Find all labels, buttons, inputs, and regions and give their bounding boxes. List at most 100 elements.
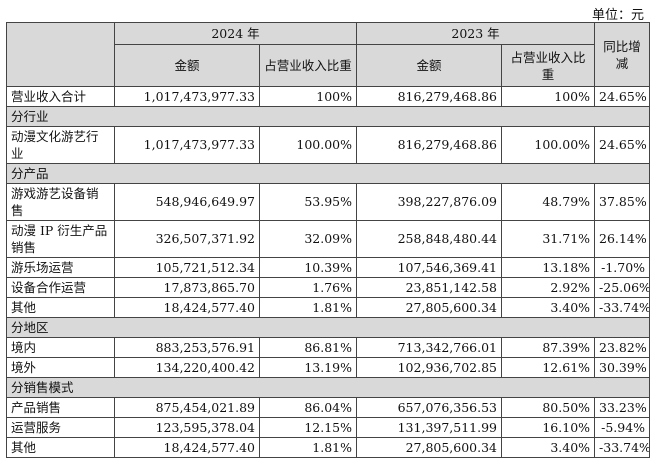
row-label: 游乐场运营 [6,257,115,278]
ratio-2023: 80.50% [501,397,596,418]
row-label: 设备合作运营 [6,277,115,298]
ratio-2023: 100% [501,86,596,107]
amount-2023: 102,936,702.85 [356,357,503,378]
table-row-total: 营业收入合计 1,017,473,977.33 100% 816,279,468… [6,86,651,107]
row-label: 境内 [6,337,115,358]
section-title: 分行业 [5,106,651,127]
table-row: 设备合作运营 17,873,865.70 1.76% 23,851,142.58 2.9… [6,277,651,298]
table-row: 境外 134,220,400.42 13.19% 102,936,702.85 12.6… [6,357,651,378]
amount-2023: 258,848,480.44 [356,220,503,258]
table-header-years: 2024 年 2023 年 同比增减 [6,22,651,87]
ratio-2023: 2.92% [501,277,596,298]
amount-2023: 27,805,600.34 [356,297,503,318]
ratio-2024: 1.81% [258,437,358,458]
ratio-2023: 3.40% [501,437,596,458]
ratio-2023: 12.61% [501,357,596,378]
ratio-2023: 100.00% [501,126,596,164]
yoy-change: 33.23% [594,397,651,418]
section-title: 分地区 [5,317,651,338]
amount-2023: 816,279,468.86 [356,86,503,107]
amount-2024: 18,424,577.40 [114,297,260,318]
header-ratio-2024: 占营业收入比重 [258,44,358,87]
section-title: 分产品 [5,163,651,184]
row-label: 境外 [6,357,115,378]
table-row: 其他 18,424,577.40 1.81% 27,805,600.34 3.40% -3… [6,437,651,458]
table-row: 产品销售 875,454,021.89 86.04% 657,076,356.53 80… [6,397,651,418]
ratio-2023: 3.40% [501,297,596,318]
section-header-sales-mode: 分销售模式 [5,377,651,398]
yoy-change: 30.39% [594,357,651,378]
section-header-industry: 分行业 [5,106,651,127]
row-label: 其他 [6,297,115,318]
ratio-2023: 13.18% [501,257,596,278]
amount-2024: 875,454,021.89 [114,397,260,418]
ratio-2023: 87.39% [501,337,596,358]
ratio-2023: 31.71% [501,220,596,258]
amount-2024: 105,721,512.34 [114,257,260,278]
header-year-2023: 2023 年 [356,22,596,45]
table-row: 动漫 IP 衍生产品销售 326,507,371.92 32.09% 258,848,… [6,220,651,258]
row-label: 动漫文化游艺行业 [6,126,115,164]
section-title: 分销售模式 [5,377,651,398]
ratio-2024: 10.39% [258,257,358,278]
amount-2023: 398,227,876.09 [356,183,503,221]
ratio-2024: 12.15% [258,417,358,438]
yoy-change: 23.82% [594,337,651,358]
table-row: 动漫文化游艺行业 1,017,473,977.33 100.00% 816,279,4… [6,126,651,164]
table-header-columns: 金额 占营业收入比重 金额 占营业收入比重 [7,44,650,87]
amount-2024: 123,595,378.04 [114,417,260,438]
ratio-2024: 100.00% [258,126,358,164]
ratio-2024: 53.95% [258,183,358,221]
table-row: 运营服务 123,595,378.04 12.15% 131,397,511.99 16… [6,417,651,438]
amount-2023: 23,851,142.58 [356,277,503,298]
yoy-change: -33.74% [594,297,651,318]
header-blank-cell [6,22,115,87]
amount-2023: 816,279,468.86 [356,126,503,164]
ratio-2023: 16.10% [501,417,596,438]
amount-2023: 131,397,511.99 [356,417,503,438]
row-label: 营业收入合计 [6,86,115,107]
yoy-change: -1.70% [594,257,651,278]
amount-2023: 713,342,766.01 [356,337,503,358]
amount-2024: 326,507,371.92 [114,220,260,258]
header-amount-2023: 金额 [356,44,503,87]
yoy-change: 26.14% [594,220,651,258]
yoy-change: -5.94% [594,417,651,438]
amount-2024: 1,017,473,977.33 [114,126,260,164]
ratio-2023: 48.79% [501,183,596,221]
yoy-change: -25.06% [594,277,651,298]
ratio-2024: 1.76% [258,277,358,298]
row-label: 产品销售 [6,397,115,418]
ratio-2024: 86.81% [258,337,358,358]
section-header-region: 分地区 [5,317,651,338]
table-row: 游乐场运营 105,721,512.34 10.39% 107,546,369.41 1… [6,257,651,278]
ratio-2024: 13.19% [258,357,358,378]
yoy-change: -33.74% [594,437,651,458]
table-row: 其他 18,424,577.40 1.81% 27,805,600.34 3.40% -3… [6,297,651,318]
yoy-change: 24.65% [594,126,651,164]
ratio-2024: 100% [258,86,358,107]
section-header-product: 分产品 [5,163,651,184]
ratio-2024: 86.04% [258,397,358,418]
row-label: 运营服务 [6,417,115,438]
unit-label: 单位：元 [591,8,644,23]
amount-2023: 107,546,369.41 [356,257,503,278]
amount-2023: 657,076,356.53 [356,397,503,418]
amount-2024: 17,873,865.70 [114,277,260,298]
row-label: 其他 [6,437,115,458]
amount-2024: 1,017,473,977.33 [114,86,260,107]
ratio-2024: 1.81% [258,297,358,318]
amount-2024: 883,253,576.91 [114,337,260,358]
row-label: 动漫 IP 衍生产品销售 [6,220,115,258]
header-amount-2024: 金额 [114,44,260,87]
amount-2023: 27,805,600.34 [356,437,503,458]
yoy-change: 37.85% [594,183,651,221]
amount-2024: 548,946,649.97 [114,183,260,221]
yoy-change: 24.65% [594,86,651,107]
table-row: 境内 883,253,576.91 86.81% 713,342,766.01 87.3… [6,337,651,358]
header-ratio-2023: 占营业收入比重 [501,44,596,87]
revenue-table: 2024 年 2023 年 同比增减 金额 占营业收入比重 金额 占营业收入比重… [5,22,651,458]
header-yoy: 同比增减 [594,22,651,87]
header-year-2024: 2024 年 [113,22,358,45]
table-row: 游戏游艺设备销售 548,946,649.97 53.95% 398,227,876.… [6,183,651,221]
